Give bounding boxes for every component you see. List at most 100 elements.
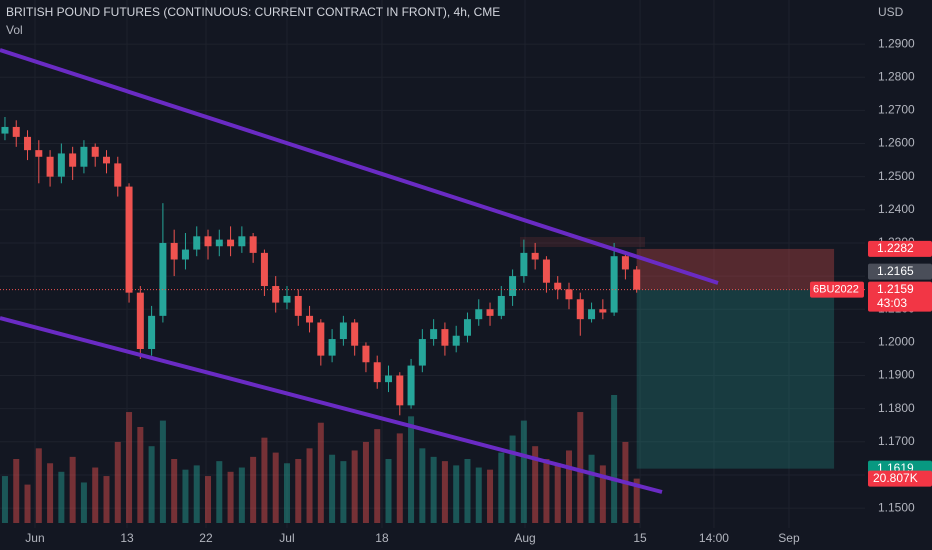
y-tick-label: 1.1700 bbox=[878, 434, 915, 448]
volume-bar bbox=[103, 476, 110, 523]
candle-body bbox=[215, 239, 223, 247]
volume-bar bbox=[498, 452, 505, 523]
candle-body bbox=[91, 146, 99, 157]
x-tick-label: 13 bbox=[120, 531, 134, 545]
volume-legend: Vol bbox=[6, 23, 23, 37]
candle-body bbox=[452, 335, 460, 346]
candle-body bbox=[1, 126, 9, 134]
volume-label: 20.807K bbox=[873, 471, 918, 485]
volume-bar bbox=[396, 433, 403, 523]
candle-body bbox=[599, 309, 607, 313]
last-price-label: 1.2159 bbox=[877, 282, 914, 296]
candle-body bbox=[159, 242, 167, 316]
volume-bar bbox=[340, 461, 347, 523]
candle-body bbox=[328, 339, 336, 356]
stop-label-bg bbox=[868, 240, 932, 257]
volume-bar bbox=[464, 459, 471, 523]
volume-bar bbox=[453, 465, 460, 523]
candle-body bbox=[497, 295, 505, 316]
previous-close-label: 1.2165 bbox=[877, 264, 914, 278]
x-tick-label: 18 bbox=[375, 531, 389, 545]
volume-bar bbox=[374, 429, 381, 523]
x-tick-label: Aug bbox=[514, 531, 535, 545]
volume-bar bbox=[554, 463, 561, 523]
symbol-bg bbox=[810, 281, 864, 298]
candle-body bbox=[317, 322, 325, 356]
candle-body bbox=[283, 295, 291, 303]
candle-body bbox=[148, 315, 156, 349]
candle-body bbox=[57, 153, 65, 177]
volume-bar bbox=[1, 476, 8, 523]
volume-bar bbox=[295, 459, 302, 523]
plot-area bbox=[0, 116, 865, 523]
currency: USD bbox=[878, 5, 904, 19]
volume-bar bbox=[92, 467, 99, 523]
candle-body bbox=[509, 276, 517, 296]
x-tick-label: Jul bbox=[279, 531, 294, 545]
volume-bar bbox=[126, 412, 133, 523]
volume-bar bbox=[577, 412, 584, 523]
volume-bar bbox=[35, 448, 42, 523]
candle-body bbox=[24, 136, 32, 151]
candle-body bbox=[294, 295, 302, 316]
volume-bar bbox=[543, 459, 550, 523]
candle-body bbox=[204, 236, 212, 247]
volume-bar bbox=[509, 435, 516, 523]
volume-bar bbox=[238, 467, 245, 523]
candle-body bbox=[520, 252, 528, 277]
candle-body bbox=[588, 309, 596, 320]
volume-bar bbox=[13, 459, 20, 523]
volume-bar bbox=[137, 427, 144, 523]
y-tick-label: 1.2000 bbox=[878, 335, 915, 349]
volume-bar bbox=[599, 465, 606, 523]
x-tick-label: Jun bbox=[25, 531, 44, 545]
candle-body bbox=[430, 329, 438, 340]
last-price-bg bbox=[868, 281, 932, 312]
candle-body bbox=[576, 299, 584, 320]
candle-body bbox=[193, 236, 201, 250]
candle-body bbox=[80, 146, 88, 167]
y-tick-label: 1.2600 bbox=[878, 136, 915, 150]
y-tick-label: 1.2400 bbox=[878, 202, 915, 216]
x-tick-label: 14:00 bbox=[699, 531, 729, 545]
y-tick-label: 1.2900 bbox=[878, 36, 915, 50]
y-tick-label: 1.2500 bbox=[878, 169, 915, 183]
volume-bar bbox=[205, 476, 212, 523]
x-tick-label: 15 bbox=[633, 531, 647, 545]
volume-bar bbox=[611, 395, 618, 523]
candle-body bbox=[102, 156, 110, 164]
volume-bar bbox=[520, 420, 527, 523]
volume-bar bbox=[261, 437, 268, 523]
zone bbox=[520, 237, 645, 247]
countdown: 43:03 bbox=[877, 296, 907, 310]
volume-bar bbox=[385, 459, 392, 523]
candle-body bbox=[69, 153, 77, 167]
candle-body bbox=[633, 269, 641, 290]
volume-bar bbox=[317, 422, 324, 523]
candle-body bbox=[125, 186, 133, 293]
volume-bar bbox=[69, 456, 76, 523]
volume-bar bbox=[216, 461, 223, 523]
target-zone bbox=[636, 289, 835, 469]
candle-body bbox=[621, 256, 629, 270]
trend-line bbox=[0, 48, 719, 285]
volume-bar bbox=[182, 469, 189, 523]
candle-body bbox=[114, 163, 122, 187]
candle-body bbox=[46, 156, 54, 177]
candle-body bbox=[542, 259, 550, 283]
candle-body bbox=[272, 286, 280, 303]
volume-bar bbox=[47, 463, 54, 523]
volume-bar bbox=[588, 454, 595, 523]
x-tick-label: 22 bbox=[199, 531, 213, 545]
candle-body bbox=[486, 309, 494, 316]
candle-body bbox=[463, 319, 471, 336]
candle-body bbox=[396, 375, 404, 406]
candle-body bbox=[260, 252, 268, 287]
volume-bar bbox=[487, 469, 494, 523]
symbol-label: 6BU2022 bbox=[813, 284, 859, 296]
volume-bar bbox=[441, 461, 448, 523]
candle-body bbox=[306, 315, 314, 323]
trend-line bbox=[0, 316, 663, 494]
candle-body bbox=[249, 236, 257, 253]
